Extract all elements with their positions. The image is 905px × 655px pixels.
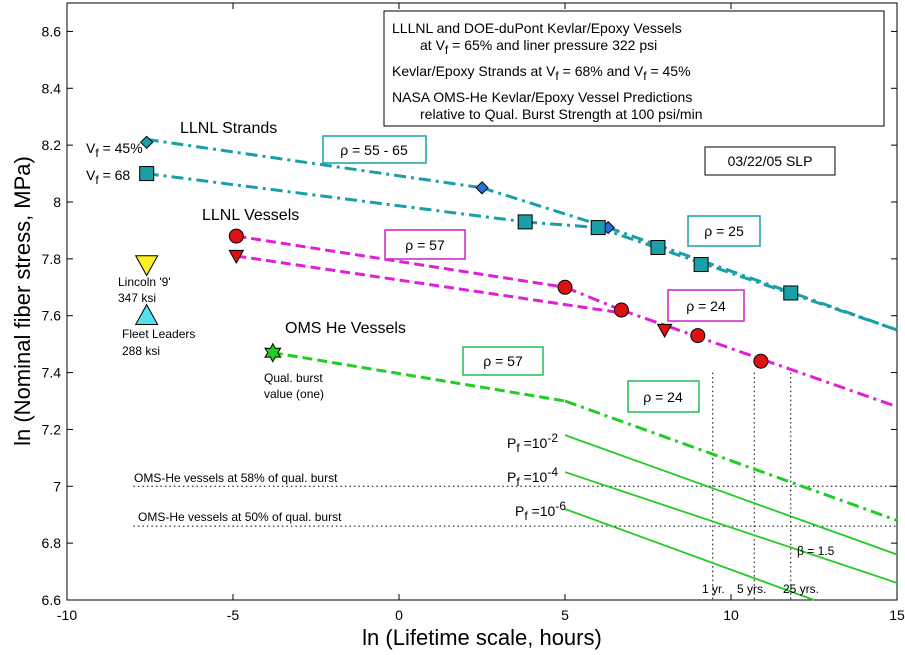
rho-box-1: ρ = 55 - 65 — [322, 135, 427, 164]
label-5yrs: 5 yrs. — [737, 582, 766, 596]
label-qual-2: value (one) — [264, 387, 324, 401]
marker-diamond — [475, 181, 489, 195]
marker-circle — [557, 279, 573, 295]
legend-subscript: f — [445, 43, 449, 57]
marker-tri-down — [228, 249, 245, 265]
legend-line-2: at Vf = 65% and liner pressure 322 psi — [420, 37, 657, 57]
series-line-vessels_lower — [236, 254, 622, 315]
y-tick-label: 8 — [53, 194, 61, 210]
x-tick-label: -5 — [227, 607, 240, 623]
y-tick-label: 7.2 — [42, 421, 62, 437]
label-1yr: 1 yr. — [702, 582, 725, 596]
series-line-strands68 — [525, 220, 599, 230]
marker-layer — [134, 135, 799, 369]
label-vf45: Vf = 45% — [86, 140, 143, 160]
y-tick-label: 7.8 — [42, 251, 62, 267]
marker-square — [693, 257, 709, 273]
legend-line-1: LLLNL and DOE-duPont Kevlar/Epoxy Vessel… — [392, 20, 682, 36]
label-oms: OMS He Vessels — [285, 320, 406, 337]
label-lincoln-2: 347 ksi — [118, 291, 156, 305]
label-vf68: Vf = 68 — [86, 167, 130, 187]
series-line-strands45 — [146, 137, 483, 190]
y-tick-label: 7 — [53, 478, 61, 494]
legend-line-5: relative to Qual. Burst Strength at 100 … — [420, 106, 702, 122]
label-lincoln-1: Lincoln '9' — [118, 275, 171, 289]
marker-circle — [228, 228, 244, 244]
label-25yrs: 25 yrs. — [783, 582, 819, 596]
date-label: 03/22/05 SLP — [728, 153, 813, 169]
series-line-oms — [272, 351, 566, 403]
y-tick-label: 7.4 — [42, 365, 62, 381]
label-beta: β = 1.5 — [797, 544, 835, 558]
marker-hexagram — [264, 342, 282, 363]
legend-line-4: NASA OMS-He Kevlar/Epoxy Vessel Predicti… — [392, 89, 692, 105]
series-line-pf4 — [564, 471, 898, 584]
label-qual-1: Qual. burst — [264, 371, 323, 385]
marker-tri-down — [134, 255, 159, 277]
marker-circle — [690, 328, 706, 344]
series-line-oms — [564, 399, 898, 522]
y-tick-label: 7.6 — [42, 308, 62, 324]
x-tick-label: 0 — [395, 607, 403, 623]
legend-box: LLLNL and DOE-duPont Kevlar/Epoxy Vessel… — [383, 10, 885, 127]
svg-text:ρ = 24: ρ = 24 — [643, 389, 683, 405]
marker-tri-down — [656, 323, 673, 338]
marker-square — [590, 220, 606, 236]
label-pf2: Pf =10-2 — [507, 431, 558, 455]
series-line-vessels_upper — [620, 308, 898, 409]
series-line-pf6 — [564, 508, 815, 601]
marker-square — [139, 166, 155, 182]
marker-diamond — [139, 135, 154, 150]
marker-tri-up — [134, 303, 159, 326]
svg-text:ρ = 25: ρ = 25 — [704, 223, 744, 239]
series-line-vessels_upper — [236, 234, 566, 289]
svg-text:ρ = 57: ρ = 57 — [405, 237, 445, 253]
date-label-box: 03/22/05 SLP — [704, 146, 836, 176]
y-tick-label: 8.4 — [42, 80, 62, 96]
label-fleet-1: Fleet Leaders — [122, 327, 195, 341]
svg-text:ρ = 55 - 65: ρ = 55 - 65 — [340, 142, 408, 158]
svg-text:ρ = 57: ρ = 57 — [483, 353, 523, 369]
y-tick-label: 6.6 — [42, 592, 62, 608]
y-tick-label: 8.2 — [42, 137, 62, 153]
rho-box-3: ρ = 57 — [384, 229, 466, 260]
y-axis-title: ln (Nominal fiber stress, MPa) — [10, 156, 35, 446]
series-line-pf2 — [564, 434, 898, 556]
rho-box-2: ρ = 25 — [687, 215, 761, 247]
rho-box-4: ρ = 24 — [667, 289, 745, 322]
series-line-vessels_upper — [564, 285, 623, 312]
x-tick-label: -10 — [57, 607, 77, 623]
label-pf4: Pf =10-4 — [507, 465, 558, 489]
label-ref-50: OMS-He vessels at 50% of qual. burst — [138, 510, 342, 524]
legend-line-3: Kevlar/Epoxy Strands at Vf = 68% and Vf … — [392, 63, 691, 83]
x-tick-label: 5 — [561, 607, 569, 623]
marker-circle — [613, 302, 629, 318]
marker-square — [783, 285, 799, 301]
series-line-strands45 — [481, 186, 609, 230]
y-tick-label: 8.6 — [42, 23, 62, 39]
axis-ticks: -10 -5 0 5 10 15 6.6 6.8 7 7.2 7.4 7.6 7.8 8 8.2 8.4 8.6 — [42, 3, 905, 623]
rho-box-5: ρ = 57 — [462, 346, 544, 376]
series-line-strands68 — [146, 172, 526, 224]
label-llnl-vessels: LLNL Vessels — [202, 207, 299, 224]
series-line-strands68 — [597, 226, 898, 332]
x-tick-label: 10 — [723, 607, 739, 623]
x-tick-label: 15 — [889, 607, 905, 623]
label-ref-58: OMS-He vessels at 58% of qual. burst — [134, 471, 338, 485]
marker-square — [650, 239, 666, 255]
label-pf6: Pf =10-6 — [515, 499, 566, 523]
marker-circle — [753, 353, 769, 369]
series-layer — [133, 137, 898, 601]
x-axis-title: ln (Lifetime scale, hours) — [362, 625, 602, 650]
label-fleet-2: 288 ksi — [122, 344, 160, 358]
date-frame — [704, 146, 836, 176]
rho-box-6: ρ = 24 — [627, 380, 700, 413]
legend-frame — [383, 10, 885, 127]
marker-square — [517, 214, 533, 230]
label-llnl-strands: LLNL Strands — [180, 120, 277, 137]
svg-text:ρ = 24: ρ = 24 — [686, 298, 726, 314]
y-tick-label: 6.8 — [42, 535, 62, 551]
